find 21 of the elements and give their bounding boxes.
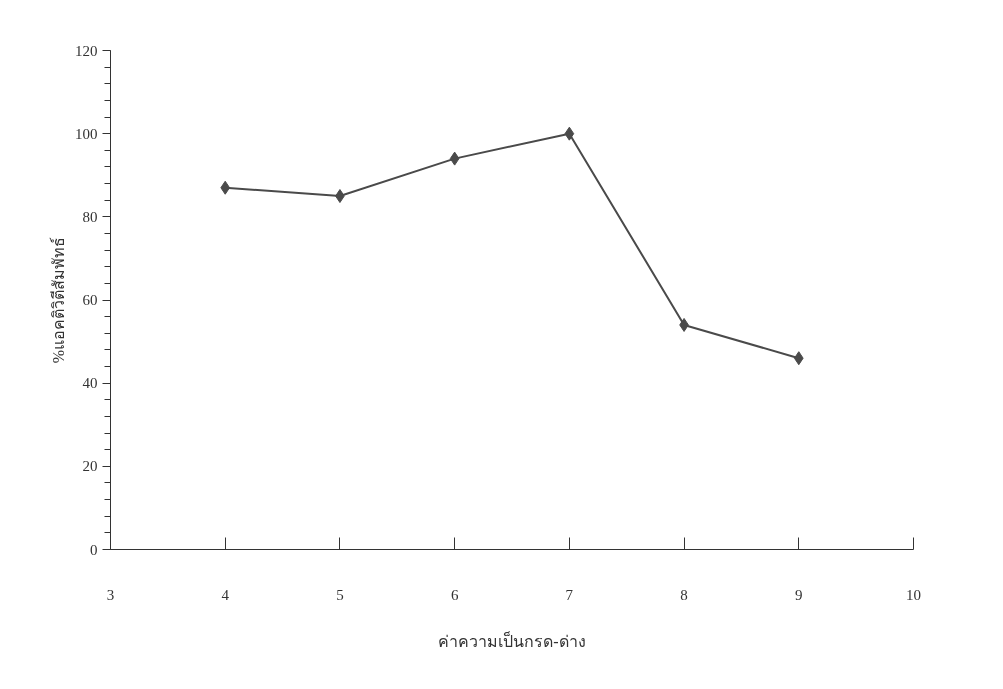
x-axis-title: ค่าความเป็นกรด-ด่าง	[438, 630, 586, 650]
point	[793, 351, 804, 366]
y-tick-label: 100	[75, 125, 98, 142]
x-tick-label: 6	[450, 586, 459, 603]
x-tick-label: 5	[336, 586, 344, 603]
y-tick-label: 0	[90, 541, 98, 558]
x-tick-label: 4	[221, 586, 230, 603]
y-tick-label: 40	[82, 375, 98, 392]
y-axis-title: %แอคติวิตีสัมพัทธ์	[49, 236, 67, 364]
point	[564, 126, 575, 141]
y-tick-label: 20	[82, 458, 98, 475]
x-tick-label: 3	[106, 586, 115, 603]
point	[220, 180, 231, 195]
y-tick-label: 80	[82, 208, 98, 225]
y-tick-label: 120	[75, 42, 98, 59]
x-tick-label: 7	[565, 586, 574, 603]
x-tick-label: 10	[906, 586, 921, 603]
y-tick-label: 60	[82, 292, 98, 308]
x-tick-label: 8	[680, 586, 688, 603]
x-tick-label: 9	[795, 586, 803, 603]
point	[449, 151, 460, 166]
